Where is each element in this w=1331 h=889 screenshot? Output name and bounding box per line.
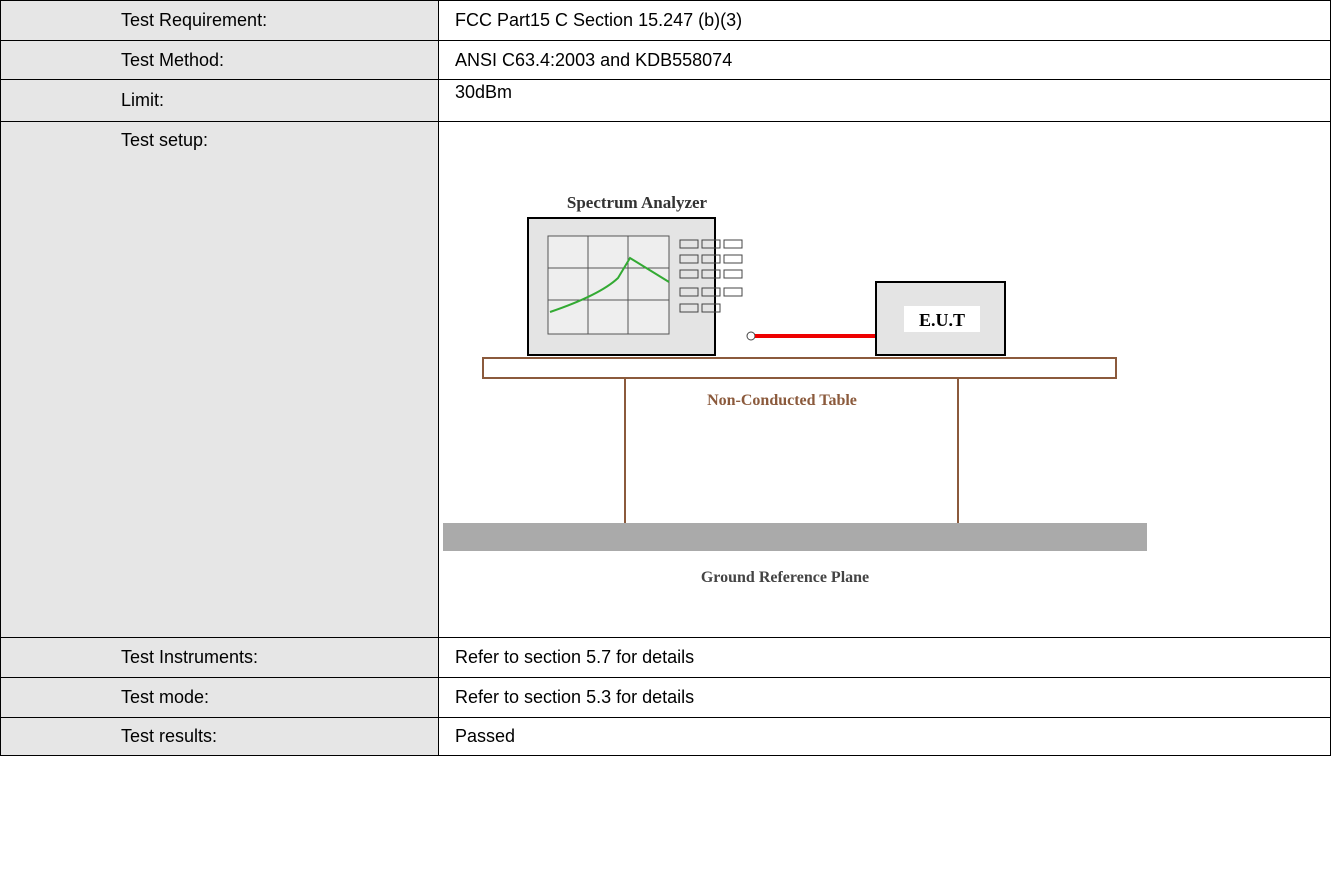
row-value: FCC Part15 C Section 15.247 (b)(3) — [438, 0, 1331, 41]
row-value: Refer to section 5.7 for details — [438, 637, 1331, 678]
row-value: Passed — [438, 717, 1331, 756]
row-label: Test Instruments: — [0, 637, 439, 678]
button — [724, 240, 742, 248]
row-label: Test setup: — [0, 121, 439, 638]
row-label: Limit: — [0, 79, 439, 122]
button — [724, 288, 742, 296]
button — [724, 255, 742, 263]
row-value: ANSI C63.4:2003 and KDB558074 — [438, 40, 1331, 80]
row-label: Test mode: — [0, 677, 439, 718]
ground-plane — [443, 523, 1147, 551]
eut-label: E.U.T — [919, 310, 965, 330]
row-label: Test results: — [0, 717, 439, 756]
row-value: 30dBm — [438, 79, 1331, 122]
row-label: Test Requirement: — [0, 0, 439, 41]
page: Test Requirement:FCC Part15 C Section 15… — [0, 0, 1331, 755]
ground-label: Ground Reference Plane — [701, 569, 869, 586]
port — [747, 332, 755, 340]
setup-diagram: Spectrum Analyzer E.U.T Non-Conducted Tabl… — [439, 122, 1330, 637]
table-top — [483, 358, 1116, 378]
row-value: Refer to section 5.3 for details — [438, 677, 1331, 718]
table-label: Non-Conducted Table — [707, 392, 857, 409]
analyzer-label: Spectrum Analyzer — [567, 193, 708, 212]
button — [724, 270, 742, 278]
row-label: Test Method: — [0, 40, 439, 80]
row-value: Spectrum Analyzer E.U.T Non-Conducted Tabl… — [438, 121, 1331, 638]
